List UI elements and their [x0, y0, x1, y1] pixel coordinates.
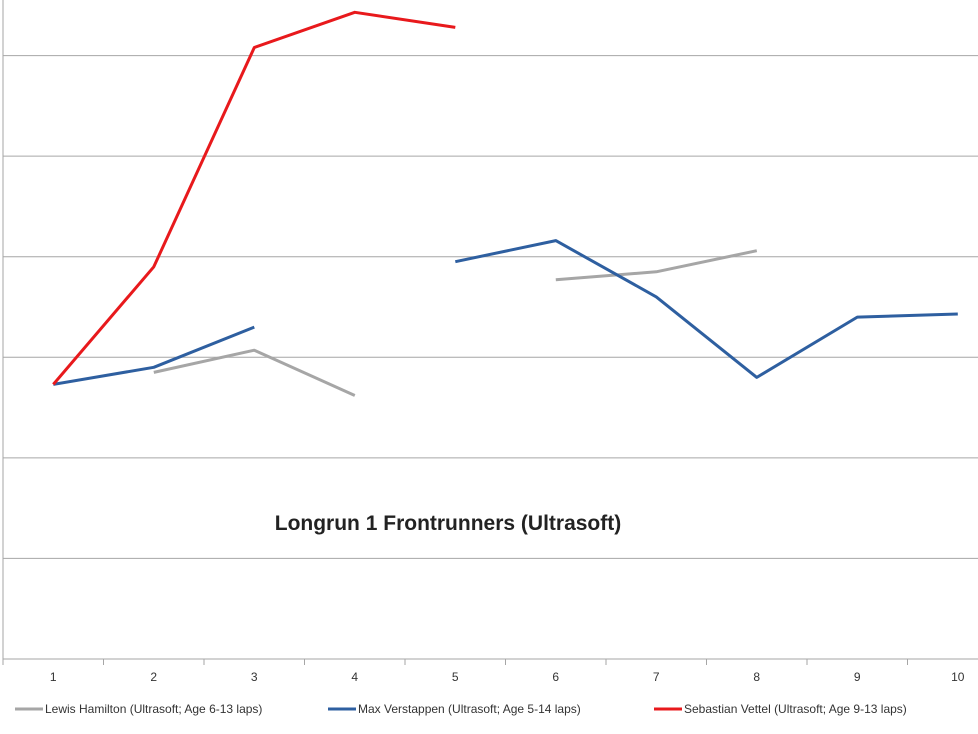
- x-tick-label: 2: [150, 670, 157, 684]
- x-tick-label: 8: [753, 670, 760, 684]
- legend: Lewis Hamilton (Ultrasoft; Age 6-13 laps…: [15, 702, 907, 716]
- gridlines: [3, 55, 978, 559]
- legend-label: Max Verstappen (Ultrasoft; Age 5-14 laps…: [358, 702, 581, 716]
- x-tick-label: 6: [552, 670, 559, 684]
- x-tick-label: 7: [653, 670, 660, 684]
- series-line-2: [53, 239, 958, 386]
- chart-title: Longrun 1 Frontrunners (Ultrasoft): [275, 512, 621, 535]
- series-line-3: [52, 10, 456, 386]
- x-tick-label: 10: [951, 670, 965, 684]
- series-lines: [52, 10, 958, 397]
- x-tick-label: 5: [452, 670, 459, 684]
- x-tick-label: 9: [854, 670, 861, 684]
- legend-label: Sebastian Vettel (Ultrasoft; Age 9-13 la…: [684, 702, 907, 716]
- x-axis: 1 2 3 4 5 6 7 8 9 10: [2, 0, 978, 684]
- x-tick-label: 1: [50, 670, 57, 684]
- x-tick-label: 4: [351, 670, 358, 684]
- legend-label: Lewis Hamilton (Ultrasoft; Age 6-13 laps…: [45, 702, 262, 716]
- series-line-1: [153, 249, 758, 397]
- x-tick-label: 3: [251, 670, 258, 684]
